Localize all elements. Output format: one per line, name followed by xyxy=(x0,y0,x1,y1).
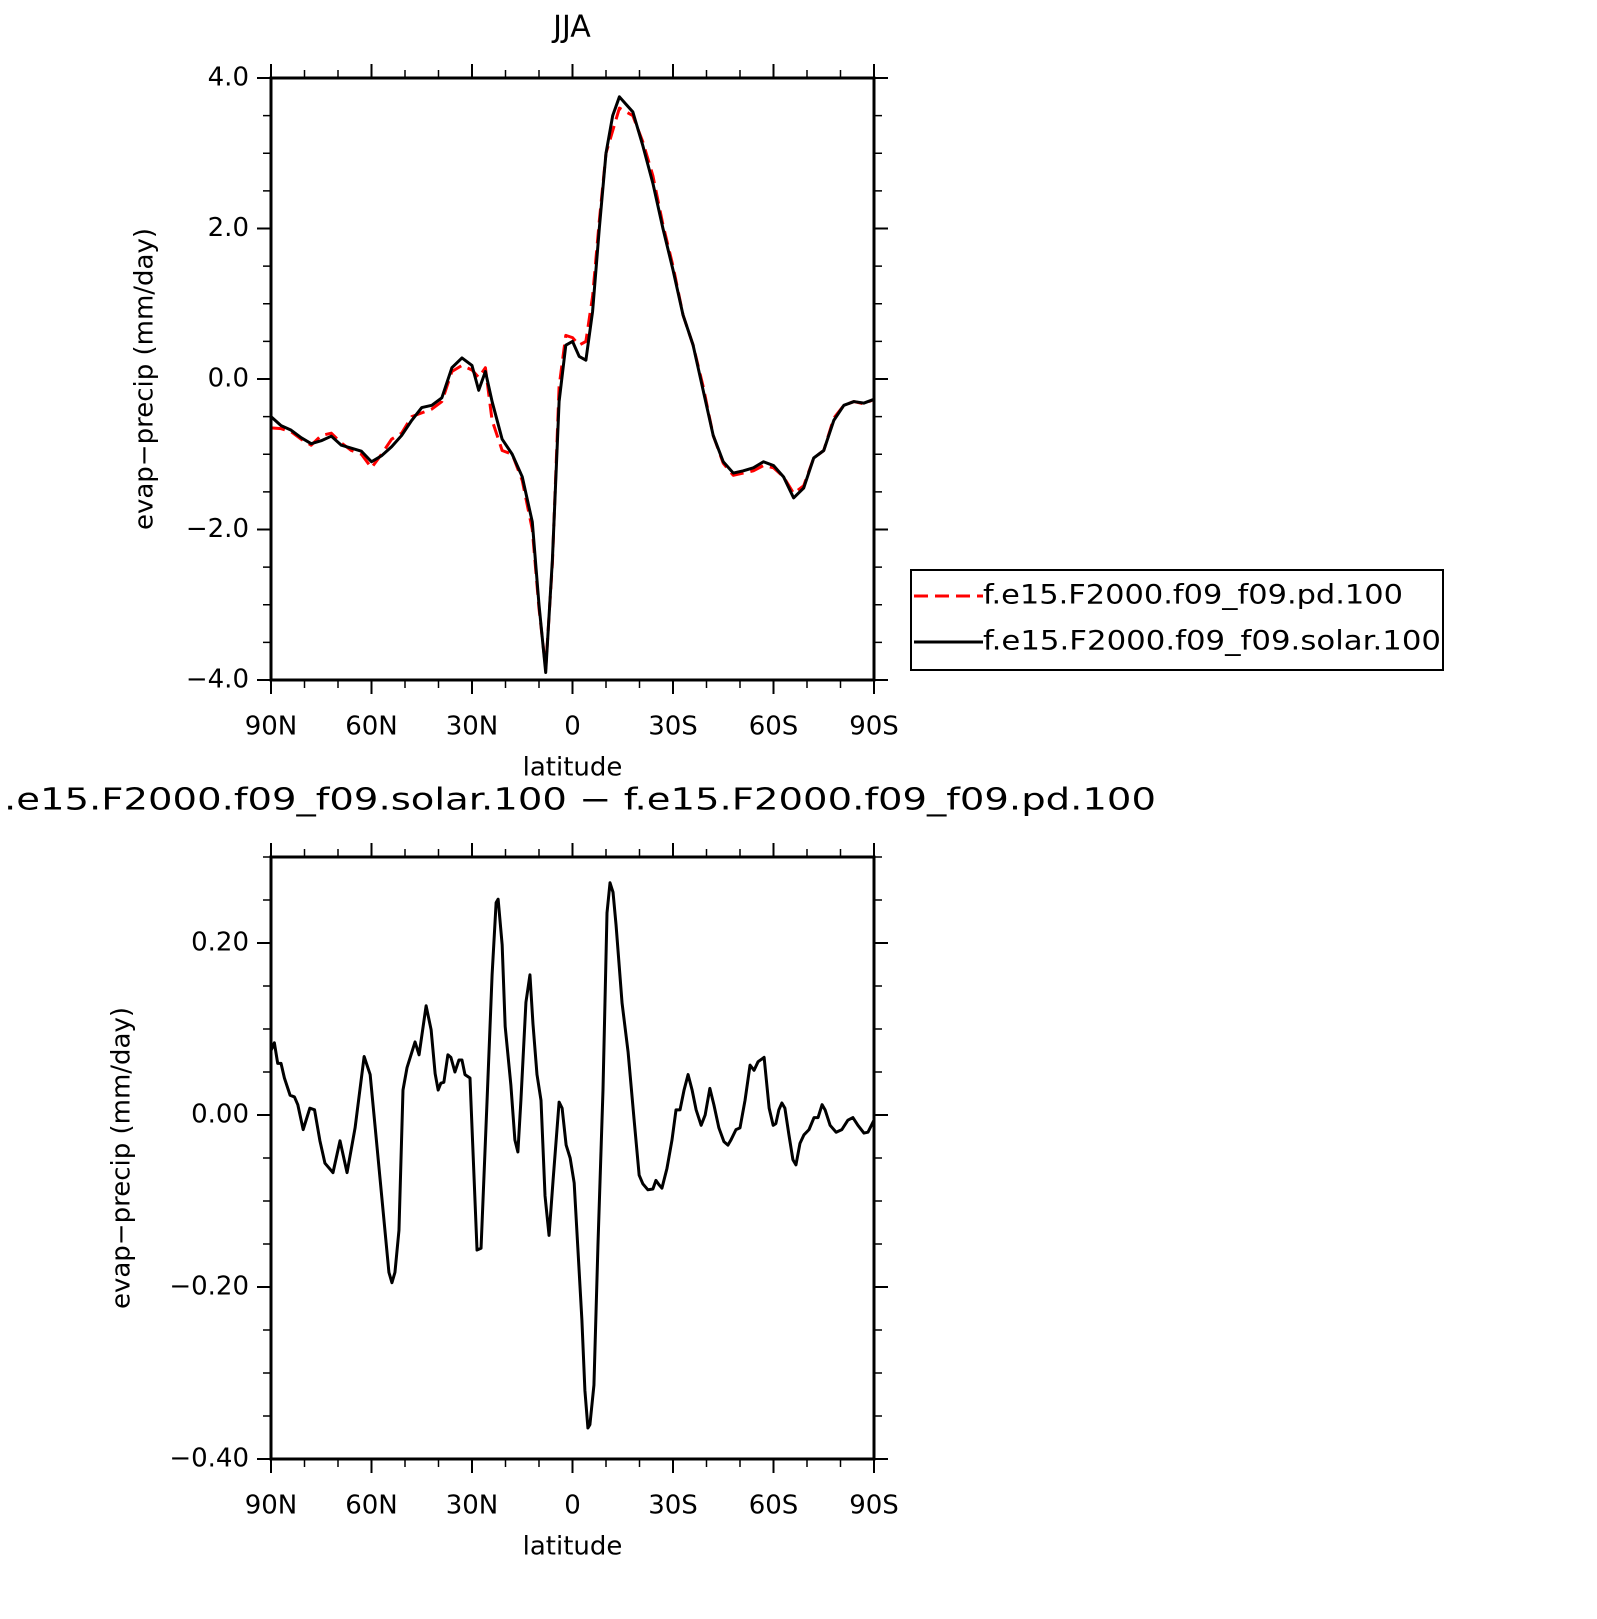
x-tick-label: 60N xyxy=(345,1491,398,1521)
x-tick-label: 90N xyxy=(245,712,298,742)
x-tick-label: 90N xyxy=(245,1491,298,1521)
y-axis-label: evap−precip (mm/day) xyxy=(130,228,160,530)
y-tick-label: 0.20 xyxy=(191,928,249,958)
y-axis-label: evap−precip (mm/day) xyxy=(107,1007,137,1309)
y-tick-label: −4.0 xyxy=(186,665,249,695)
x-tick-label: 30N xyxy=(446,1491,499,1521)
data-line xyxy=(270,106,875,671)
x-tick-label: 60S xyxy=(749,712,799,742)
chart-title: JJA xyxy=(551,10,591,45)
legend-box xyxy=(910,569,1444,671)
y-tick-label: 0.00 xyxy=(191,1100,249,1130)
x-axis-label: latitude xyxy=(523,1532,623,1562)
x-tick-label: 30N xyxy=(446,712,499,742)
x-tick-label: 0 xyxy=(564,712,581,742)
x-tick-label: 30S xyxy=(648,712,698,742)
y-tick-label: −0.20 xyxy=(169,1272,249,1302)
data-line xyxy=(269,95,875,674)
x-axis-label: latitude xyxy=(523,753,623,783)
legend-label: f.e15.F2000.f09_f09.solar.100 xyxy=(983,626,1441,657)
x-tick-label: 90S xyxy=(849,1491,899,1521)
data-line xyxy=(269,881,876,1430)
x-tick-label: 30S xyxy=(648,1491,698,1521)
x-tick-label: 90S xyxy=(849,712,899,742)
plot-frame xyxy=(269,76,876,682)
chart-title: .e15.F2000.f09_f09.solar.100 − f.e15.F20… xyxy=(4,783,1156,818)
y-tick-label: −0.40 xyxy=(169,1444,249,1474)
x-tick-label: 0 xyxy=(564,1491,581,1521)
x-tick-label: 60N xyxy=(345,712,398,742)
y-tick-label: −2.0 xyxy=(186,514,249,544)
plot-frame xyxy=(269,855,876,1461)
y-tick-label: 0.0 xyxy=(208,364,249,394)
legend-label: f.e15.F2000.f09_f09.pd.100 xyxy=(983,580,1403,611)
y-tick-label: 2.0 xyxy=(208,213,249,243)
y-tick-label: 4.0 xyxy=(208,63,249,93)
x-tick-label: 60S xyxy=(749,1491,799,1521)
